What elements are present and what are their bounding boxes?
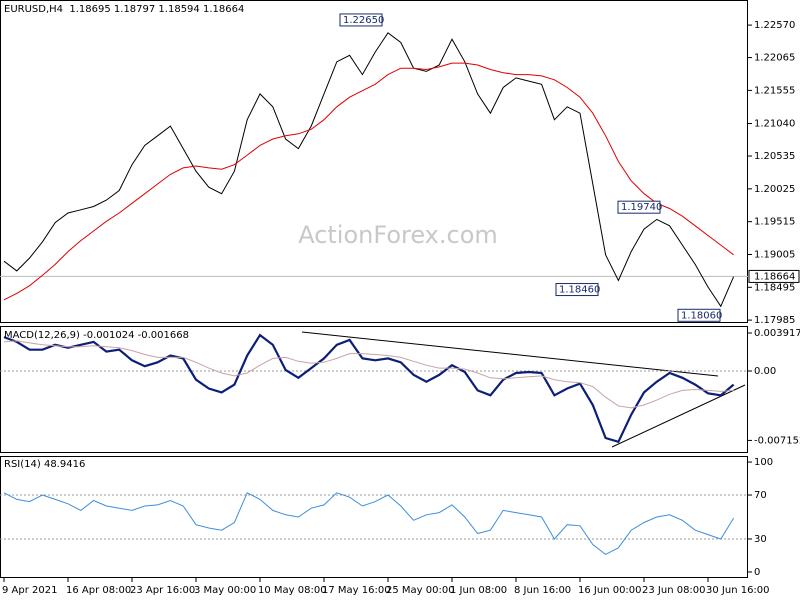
series-line bbox=[3, 62, 734, 301]
series-line bbox=[3, 333, 735, 444]
macd-panel bbox=[0, 326, 748, 453]
x-tick-label: 23 Apr 16:00 bbox=[130, 585, 195, 596]
y-tick-label: 1.20535 bbox=[754, 151, 795, 162]
series-line bbox=[3, 340, 734, 409]
rsi-title: RSI(14) 48.9416 bbox=[4, 459, 85, 470]
price-annotation-box bbox=[677, 308, 721, 322]
x-tick-label: 23 Jun 08:00 bbox=[642, 585, 706, 596]
y-tick-label: 1.22570 bbox=[754, 20, 795, 31]
y-tick-label: 1.21040 bbox=[754, 119, 795, 130]
y-tick-label: 1.18495 bbox=[754, 282, 795, 293]
price-annotation: 1.19740 bbox=[621, 202, 662, 213]
series-line bbox=[3, 32, 735, 308]
price-annotation: 1.18460 bbox=[559, 285, 600, 296]
x-tick-label: 9 Apr 2021 bbox=[2, 585, 57, 596]
watermark: ActionForex.com bbox=[298, 221, 498, 249]
price-annotation: 1.18060 bbox=[681, 310, 722, 321]
y-tick-label: 100 bbox=[754, 457, 773, 468]
y-tick-label: 30 bbox=[754, 534, 767, 545]
y-tick-label: 0.003917 bbox=[754, 328, 800, 339]
macd-title: MACD(12,26,9) -0.001024 -0.001668 bbox=[4, 330, 189, 341]
x-tick-label: 8 Jun 16:00 bbox=[514, 585, 571, 596]
trend-line bbox=[611, 384, 746, 448]
x-tick-label: 17 May 16:00 bbox=[322, 585, 391, 596]
x-tick-label: 30 Jun 16:00 bbox=[706, 585, 770, 596]
x-tick-label: 10 May 08:00 bbox=[258, 585, 327, 596]
x-tick-label: 16 Jun 00:00 bbox=[578, 585, 642, 596]
y-tick-label: 1.21555 bbox=[754, 85, 795, 96]
x-tick-label: 3 May 00:00 bbox=[194, 585, 256, 596]
y-tick-label: 0.00 bbox=[754, 366, 776, 377]
series-line bbox=[3, 492, 735, 555]
trend-line bbox=[301, 331, 719, 377]
y-tick-label: 0 bbox=[754, 567, 760, 578]
y-tick-label: 1.22065 bbox=[754, 53, 795, 64]
y-tick-label: 1.20025 bbox=[754, 184, 795, 195]
price-annotation: 1.22650 bbox=[343, 15, 384, 26]
y-tick-label: 1.17985 bbox=[754, 315, 795, 326]
price-annotation-box bbox=[617, 200, 661, 214]
price-annotation-box bbox=[555, 283, 599, 297]
price-panel bbox=[0, 0, 748, 323]
y-tick-label: 1.19515 bbox=[754, 217, 795, 228]
x-tick-label: 25 May 00:00 bbox=[386, 585, 455, 596]
x-tick-label: 1 Jun 08:00 bbox=[450, 585, 507, 596]
y-tick-label: 1.19005 bbox=[754, 249, 795, 260]
price-title: EURUSD,H4 1.18695 1.18797 1.18594 1.1866… bbox=[4, 4, 244, 15]
rsi-panel bbox=[0, 456, 748, 578]
y-tick-label: -0.007152 bbox=[754, 435, 800, 446]
price-annotation-box bbox=[339, 13, 383, 27]
y-tick-label: 70 bbox=[754, 490, 767, 501]
x-tick-label: 16 Apr 08:00 bbox=[66, 585, 131, 596]
current-price-box bbox=[748, 269, 800, 283]
current-price-label: 1.18664 bbox=[754, 271, 795, 282]
